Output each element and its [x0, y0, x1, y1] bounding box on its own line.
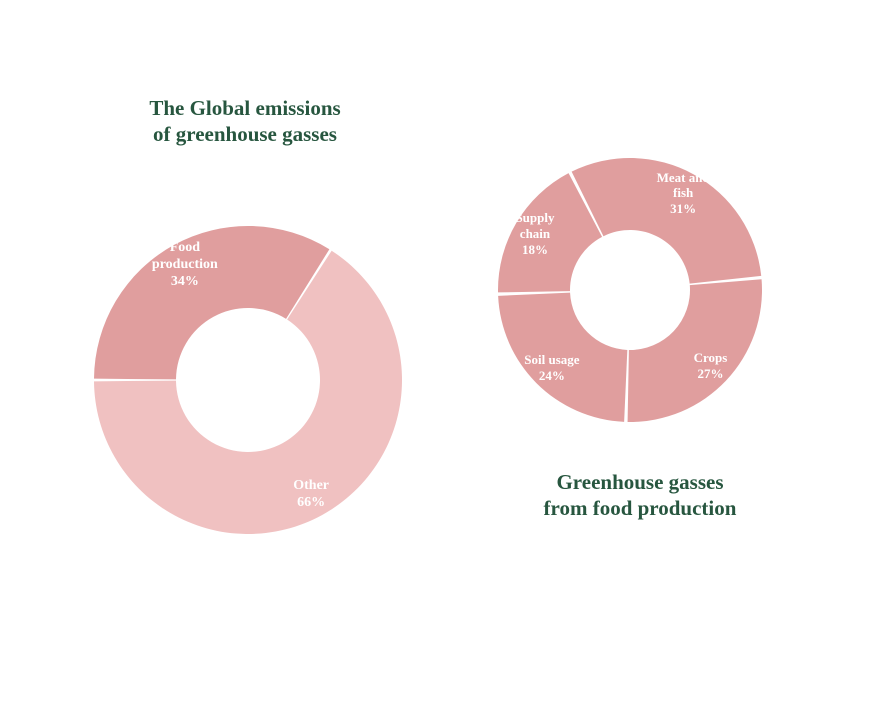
right-slice-1 — [628, 279, 762, 422]
right-donut-chart — [0, 0, 876, 720]
right-slice-0 — [572, 158, 762, 284]
right-slice-2 — [498, 293, 627, 422]
